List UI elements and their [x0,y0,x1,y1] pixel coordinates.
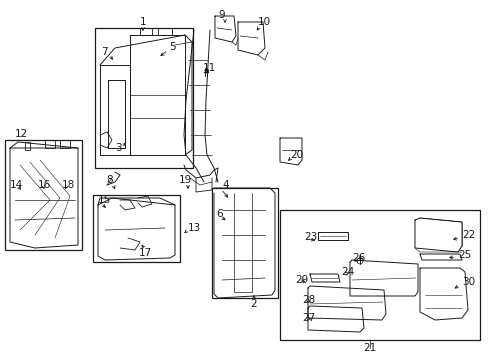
Bar [212,188,278,298]
Text: 11: 11 [203,63,216,73]
Text: 8: 8 [106,175,113,185]
Text: 5: 5 [169,42,175,52]
Text: 22: 22 [461,230,474,240]
Text: 19: 19 [178,175,191,185]
Text: 21: 21 [363,343,376,353]
Bar [5,140,82,250]
Bar [95,28,193,168]
Text: 28: 28 [302,295,315,305]
Bar [280,210,479,340]
Text: 2: 2 [250,299,257,309]
Text: 23: 23 [304,232,317,242]
Text: 17: 17 [138,248,151,258]
Text: 26: 26 [351,253,365,263]
Text: 10: 10 [258,17,270,27]
Text: 1: 1 [140,17,146,27]
Text: 20: 20 [289,150,303,160]
Text: 7: 7 [101,47,107,57]
Text: 27: 27 [302,313,315,323]
Text: 6: 6 [216,209,222,219]
Text: 24: 24 [340,267,353,277]
Bar [93,195,180,262]
Text: 9: 9 [218,10,225,20]
Text: 13: 13 [187,223,201,233]
Text: 3: 3 [115,143,122,153]
Text: 25: 25 [457,250,470,260]
Text: 16: 16 [38,180,51,190]
Text: 12: 12 [15,129,28,139]
Text: 30: 30 [461,277,474,287]
Text: 15: 15 [98,195,111,205]
Text: 18: 18 [62,180,75,190]
Text: 29: 29 [294,275,307,285]
Text: 4: 4 [222,180,228,190]
Text: 14: 14 [10,180,23,190]
